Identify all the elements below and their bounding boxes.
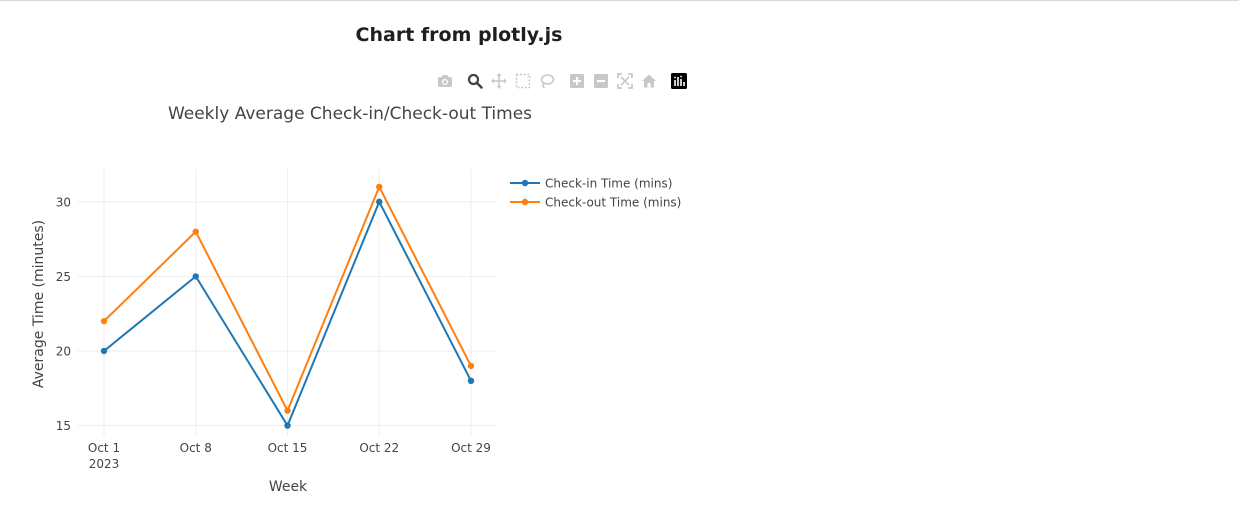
data-point [192, 228, 199, 235]
zoom-icon[interactable] [466, 72, 484, 90]
legend-swatch-marker [521, 179, 529, 187]
data-point [100, 347, 108, 355]
y-tick-label: 20 [56, 344, 71, 358]
camera-icon[interactable] [436, 72, 454, 90]
zoom-in-icon[interactable] [568, 72, 586, 90]
chart-title: Weekly Average Check-in/Check-out Times [168, 104, 532, 124]
reset-axes-icon[interactable] [640, 72, 658, 90]
legend: Check-in Time (mins) Check-out Time (mins… [510, 177, 681, 210]
lasso-select-icon[interactable] [538, 72, 556, 90]
grid [78, 169, 496, 436]
y-tick-label: 25 [56, 270, 71, 284]
x-tick-sublabel: 2023 [89, 457, 120, 471]
y-axis-ticks: 15 20 25 30 [56, 195, 71, 433]
x-tick-label: Oct 29 [451, 441, 491, 455]
x-tick-label: Oct 15 [268, 441, 308, 455]
x-tick-label: Oct 22 [359, 441, 399, 455]
data-point [376, 198, 383, 206]
pan-icon[interactable] [490, 72, 508, 90]
zoom-out-icon[interactable] [592, 72, 610, 90]
plotly-logo-icon[interactable] [670, 72, 688, 90]
modebar [436, 71, 694, 91]
legend-item: Check-out Time (mins) [510, 196, 681, 210]
data-point [467, 362, 475, 370]
x-axis-ticks: Oct 1 2023 Oct 8 Oct 15 Oct 22 Oct 29 [88, 441, 491, 471]
data-point [192, 273, 199, 280]
legend-label: Check-in Time (mins) [545, 177, 672, 191]
data-point [284, 407, 291, 414]
data-point [100, 317, 108, 325]
legend-swatch-marker [521, 198, 529, 206]
x-tick-label: Oct 1 [88, 441, 120, 455]
y-axis-title: Average Time (minutes) [31, 220, 47, 388]
y-tick-label: 15 [56, 419, 71, 433]
series [100, 183, 475, 429]
y-tick-label: 30 [56, 195, 71, 209]
data-point [467, 377, 475, 385]
autoscale-icon[interactable] [616, 72, 634, 90]
top-divider [0, 0, 1239, 1]
page-heading: Chart from plotly.js [355, 24, 563, 46]
x-axis-title: Week [269, 479, 308, 495]
data-point [284, 422, 291, 429]
x-tick-label: Oct 8 [180, 441, 212, 455]
legend-label: Check-out Time (mins) [545, 196, 681, 210]
box-select-icon[interactable] [514, 72, 532, 90]
legend-item: Check-in Time (mins) [510, 177, 672, 191]
data-point [376, 183, 383, 191]
